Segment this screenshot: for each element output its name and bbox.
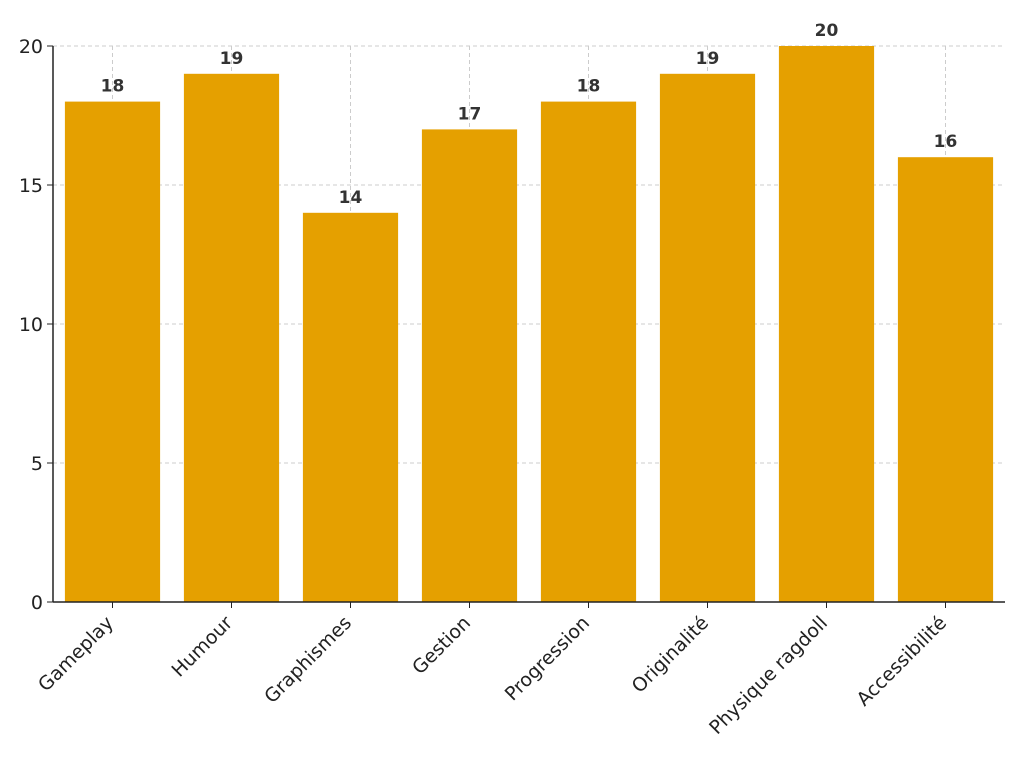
bar-humour (183, 73, 280, 603)
bar-originalit- (659, 73, 756, 603)
bar-gestion (421, 129, 518, 602)
data-label: 18 (577, 77, 601, 97)
x-tick-label: Accessibilité (852, 612, 951, 711)
bars (64, 46, 994, 603)
data-labels: 18 19 14 17 18 19 20 16 (101, 21, 958, 208)
data-label: 20 (815, 21, 839, 41)
x-axis-ticks: Gameplay Humour Graphismes Gestion Progressi… (34, 602, 951, 739)
y-tick-label: 15 (19, 175, 43, 197)
x-tick-label: Gestion (408, 612, 475, 679)
data-label: 19 (696, 49, 720, 69)
data-label: 17 (458, 104, 482, 124)
data-label: 14 (339, 188, 363, 208)
y-tick-label: 20 (19, 36, 43, 58)
bar-progression (540, 101, 637, 602)
x-tick-label: Progression (501, 612, 594, 705)
data-label: 18 (101, 77, 125, 97)
x-tick-label: Graphismes (260, 612, 356, 708)
y-axis-ticks: 0 5 10 15 20 (19, 36, 53, 614)
x-tick-label: Originalité (628, 612, 713, 697)
x-tick-label: Physique ragdoll (705, 612, 832, 739)
y-tick-label: 10 (19, 314, 43, 336)
bar-accessibilit- (897, 157, 994, 602)
y-tick-label: 0 (31, 592, 43, 614)
bar-physique-ragdoll (778, 46, 875, 602)
bar-graphismes (302, 212, 399, 603)
bar-gameplay (64, 101, 161, 602)
y-tick-label: 5 (31, 453, 43, 475)
x-tick-label: Gameplay (34, 612, 118, 696)
data-label: 19 (220, 49, 244, 69)
x-tick-label: Humour (168, 612, 238, 682)
data-label: 16 (934, 132, 958, 152)
